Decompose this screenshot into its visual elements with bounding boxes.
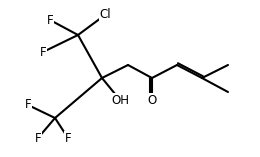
Text: OH: OH — [111, 94, 129, 106]
Text: Cl: Cl — [99, 8, 111, 22]
Text: F: F — [40, 46, 46, 59]
Text: F: F — [25, 98, 31, 111]
Text: F: F — [35, 132, 41, 144]
Text: F: F — [47, 14, 53, 27]
Text: O: O — [147, 94, 157, 106]
Text: F: F — [65, 132, 71, 144]
